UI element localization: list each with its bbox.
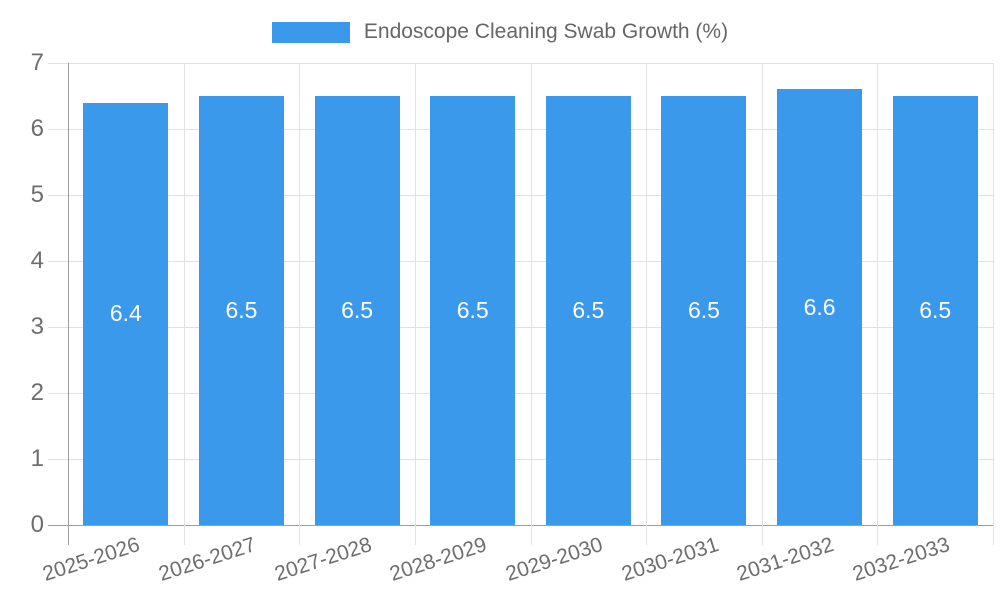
bar-value-label: 6.4 (109, 300, 142, 327)
x-tick-label: 2025-2026 (40, 533, 143, 586)
y-tick-label: 3 (30, 313, 44, 340)
x-axis-line (48, 525, 993, 526)
x-tick-label: 2029-2030 (502, 533, 606, 586)
bar-value-label: 6.5 (687, 297, 720, 323)
y-gridline (48, 195, 993, 196)
y-tick-label: 2 (30, 379, 44, 406)
bar-2028-2029[interactable]: 6.5 (430, 96, 516, 525)
bar-value-label: 6.6 (803, 293, 836, 320)
bar-2029-2030[interactable]: 6.5 (545, 96, 631, 525)
bar-2026-2027[interactable]: 6.5 (198, 96, 284, 525)
bar-2032-2033[interactable]: 6.5 (892, 96, 978, 525)
x-tick-label: 2030-2031 (618, 533, 722, 586)
y-tick-label: 4 (30, 247, 44, 274)
x-tick-label: 2028-2029 (387, 533, 490, 586)
bar-value-label: 6.5 (919, 297, 952, 323)
y-axis-line (68, 63, 69, 545)
x-gridline (761, 63, 763, 545)
x-gridline (414, 63, 416, 545)
y-gridline (48, 261, 993, 262)
x-tick-label: 2026-2027 (155, 533, 259, 586)
y-tick-label: 6 (30, 115, 44, 142)
x-tick-label: 2032-2033 (849, 533, 953, 586)
bar-2030-2031[interactable]: 6.5 (661, 96, 747, 525)
x-gridline (646, 63, 648, 545)
x-gridline (993, 63, 994, 545)
y-gridline (48, 327, 993, 328)
y-gridline (48, 63, 993, 64)
y-tick-label: 7 (30, 49, 44, 76)
bar-value-label: 6.5 (225, 297, 258, 323)
bar-2027-2028[interactable]: 6.5 (314, 96, 400, 525)
x-tick-label: 2031-2032 (734, 533, 837, 586)
y-gridline (48, 129, 993, 130)
bar-value-label: 6.5 (572, 297, 605, 323)
x-gridline (183, 63, 185, 545)
y-tick-label: 1 (30, 445, 44, 472)
legend-swatch (271, 21, 350, 43)
bar-value-label: 6.5 (456, 297, 489, 323)
bar-2025-2026[interactable]: 6.4 (83, 102, 169, 525)
bar-value-label: 6.5 (341, 297, 374, 323)
bar-2031-2032[interactable]: 6.6 (777, 89, 863, 525)
y-gridline (48, 393, 993, 394)
x-gridline (877, 63, 879, 545)
y-tick-label: 5 (30, 181, 44, 208)
x-gridline (530, 63, 532, 545)
y-gridline (48, 459, 993, 460)
x-tick-label: 2027-2028 (271, 533, 375, 586)
y-tick-label: 0 (30, 511, 44, 538)
chart-legend[interactable]: Endoscope Cleaning Swab Growth (%) (0, 20, 1000, 44)
legend-label: Endoscope Cleaning Swab Growth (%) (363, 20, 729, 43)
x-gridline (299, 63, 301, 545)
